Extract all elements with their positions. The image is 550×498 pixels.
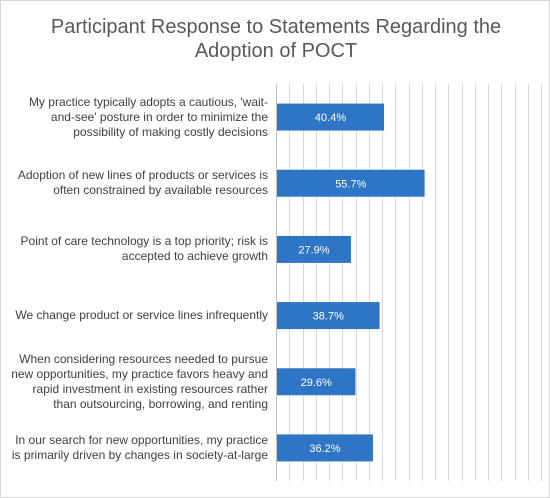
bar — [277, 235, 351, 263]
bar — [277, 434, 373, 462]
category-label: Adoption of new lines of products or ser… — [17, 168, 268, 198]
bar-value-label: 55.7% — [335, 178, 366, 190]
bar-value-label: 36.2% — [309, 443, 340, 455]
category-label: We change product or service lines infre… — [15, 308, 268, 323]
bar-value-label: 40.4% — [315, 112, 346, 124]
category-label: In our search for new opportunities, my … — [11, 432, 268, 462]
category-label: Point of care technology is a top priori… — [20, 234, 268, 264]
category-label: When considering resources needed to pur… — [11, 351, 268, 411]
bar-value-label: 38.7% — [313, 311, 344, 323]
bar — [277, 169, 425, 197]
chart-title: Participant Response to Statements Regar… — [50, 16, 502, 62]
bar-value-label: 29.6% — [301, 377, 332, 389]
bar — [277, 103, 385, 131]
category-label: My practice typically adopts a cautious,… — [28, 94, 268, 139]
bar — [277, 302, 380, 330]
bar — [277, 368, 356, 396]
bar-value-label: 27.9% — [298, 244, 329, 256]
